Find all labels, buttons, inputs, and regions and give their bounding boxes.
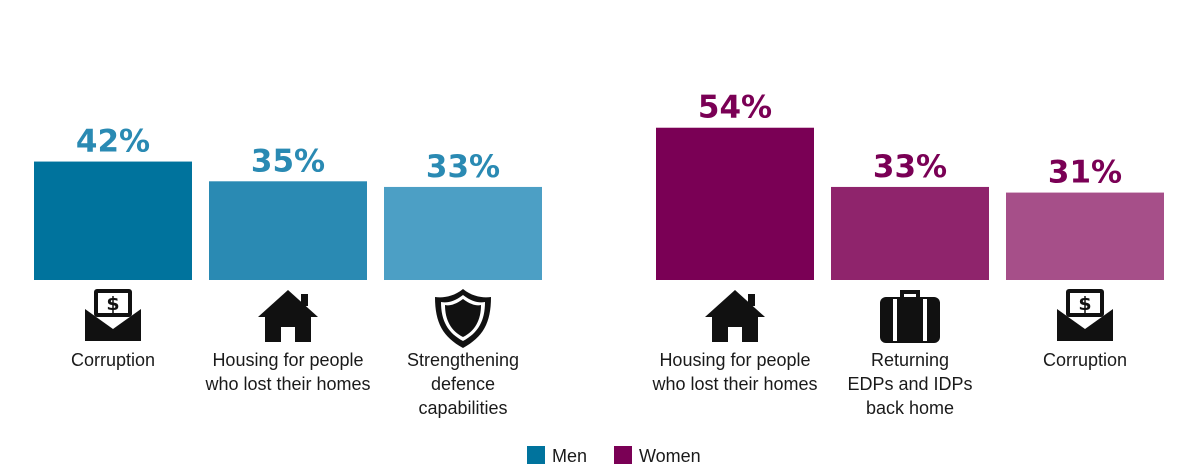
bar (1006, 192, 1164, 280)
money-envelope-icon: $ (1057, 289, 1113, 341)
value-label: 33% (873, 149, 947, 185)
money-envelope-icon: $ (85, 289, 141, 341)
category-label: Corruption (71, 350, 155, 370)
value-label: 33% (426, 149, 500, 185)
house-icon (258, 290, 318, 342)
bars-layer: 42% $ Corruption 35% Housing for people who l… (34, 90, 1164, 418)
category-label: Returning EDPs and IDPs back home (847, 350, 972, 418)
bar-group-men: 42% $ Corruption 35% Housing for people who l… (34, 124, 542, 418)
shield-icon (435, 289, 491, 348)
bar (656, 127, 814, 280)
bar (831, 186, 989, 280)
house-icon (705, 290, 765, 342)
svg-text:$: $ (1078, 293, 1091, 315)
value-label: 42% (76, 124, 150, 160)
category-label: Corruption (1043, 350, 1127, 370)
bar (384, 186, 542, 280)
value-label: 54% (698, 90, 772, 126)
value-label: 31% (1048, 155, 1122, 191)
legend-swatch-men (527, 446, 545, 464)
category-label: Strengthening defence capabilities (407, 350, 519, 418)
bar (209, 181, 367, 280)
category-label: Housing for people who lost their homes (651, 350, 817, 394)
suitcase-icon (880, 290, 940, 343)
bar (34, 161, 192, 280)
legend: Men Women (527, 446, 701, 466)
bar-group-women: 54% Housing for people who lost their home… (651, 90, 1164, 418)
legend-label-men: Men (552, 446, 587, 466)
category-label: Housing for people who lost their homes (204, 350, 370, 394)
svg-text:$: $ (106, 293, 119, 315)
value-label: 35% (251, 143, 325, 179)
legend-swatch-women (614, 446, 632, 464)
legend-label-women: Women (639, 446, 701, 466)
